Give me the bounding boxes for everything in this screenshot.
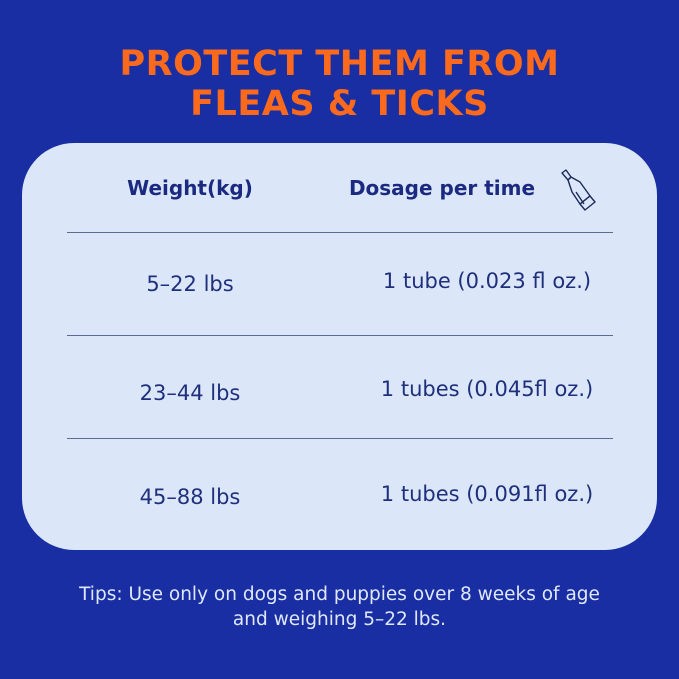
title-line-1: PROTECT THEM FROM (119, 44, 560, 84)
divider (67, 335, 613, 336)
title-line-2: FLEAS & TICKS (190, 84, 489, 124)
row-2-dosage: 1 tubes (0.045fl oz.) (380, 377, 594, 401)
tips-line-2: and weighing 5–22 lbs. (232, 609, 447, 630)
dosage-table: Weight(kg) Dosage per time 5–22 lbs 1 tu… (22, 143, 657, 550)
tips-text: Tips: Use only on dogs and puppies over … (0, 582, 679, 632)
row-3-dosage: 1 tubes (0.091fl oz.) (380, 482, 594, 506)
header-weight: Weight(kg) (127, 176, 253, 200)
tube-icon (561, 169, 596, 211)
row-1-weight: 5–22 lbs (146, 272, 234, 296)
row-3-weight: 45–88 lbs (139, 485, 241, 509)
row-1-dosage: 1 tube (0.023 fl oz.) (382, 269, 592, 293)
header-dosage: Dosage per time (348, 176, 536, 200)
tips-line-1: Tips: Use only on dogs and puppies over … (79, 584, 600, 605)
page-title: PROTECT THEM FROM FLEAS & TICKS (0, 44, 679, 124)
divider (67, 438, 613, 439)
divider (67, 232, 613, 233)
row-2-weight: 23–44 lbs (139, 381, 241, 405)
